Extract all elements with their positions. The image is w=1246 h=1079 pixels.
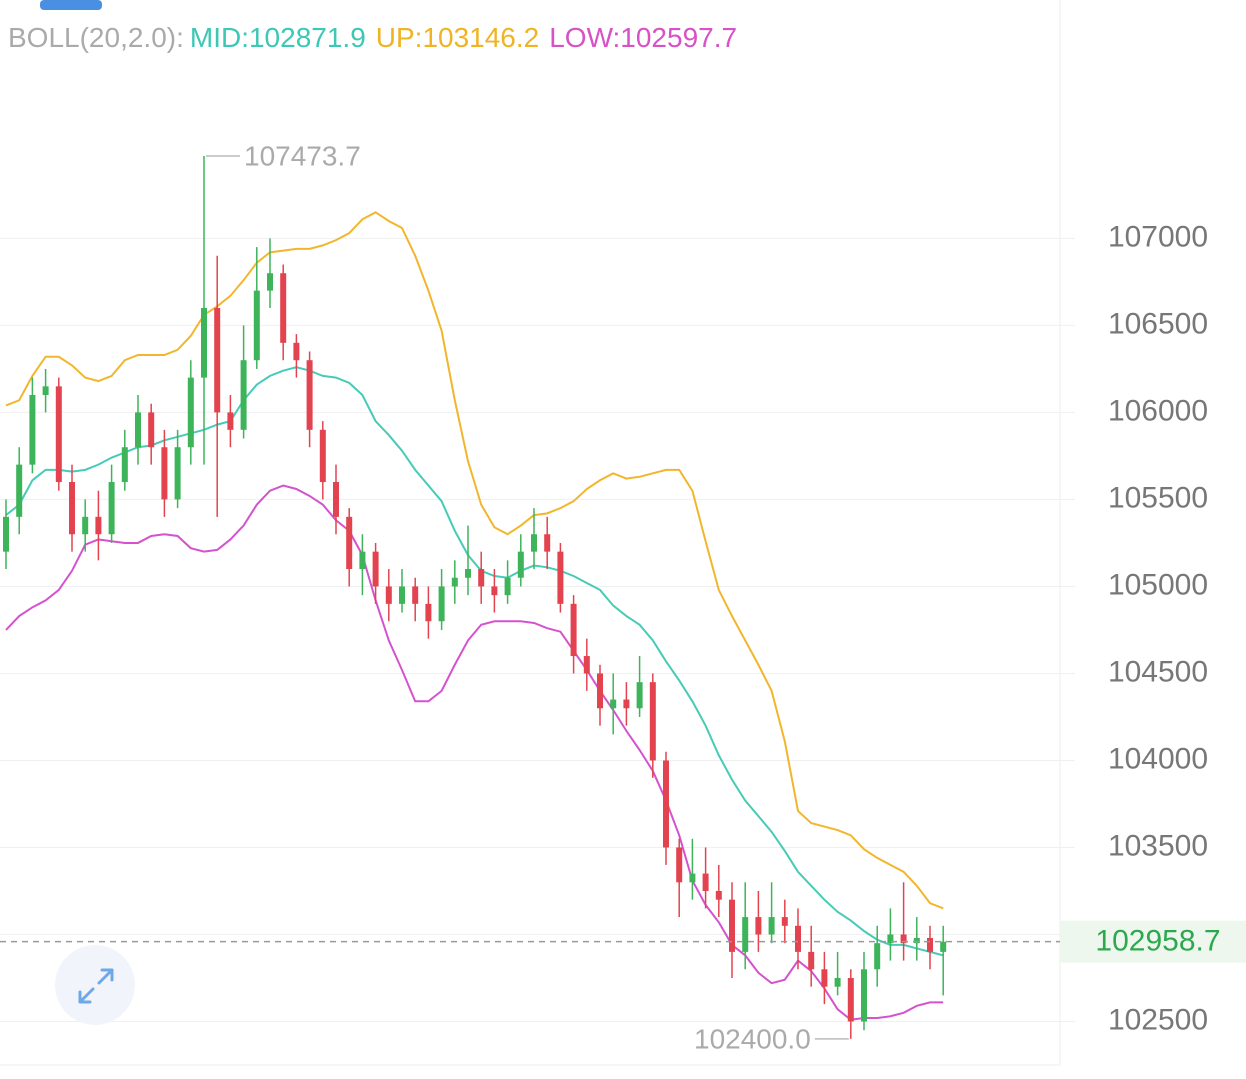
candle-body	[729, 899, 735, 952]
candle-body	[610, 699, 617, 709]
y-tick-label: 107000	[1108, 220, 1208, 253]
candle-body	[583, 656, 590, 674]
y-tick-label: 103500	[1108, 829, 1208, 862]
candle-body	[412, 586, 419, 604]
candle-body	[319, 429, 326, 483]
candle-body	[742, 917, 749, 952]
candle-body	[808, 951, 815, 970]
band-line	[5, 484, 944, 1021]
y-tick-label: 104500	[1108, 655, 1208, 688]
max-label: 107473.7	[244, 140, 361, 171]
legend-entry: UP:103146.2	[376, 22, 539, 53]
y-tick-label: 105500	[1108, 481, 1208, 514]
candle-body	[253, 290, 260, 361]
candle-body	[69, 482, 75, 535]
candle-body	[649, 682, 656, 761]
candle-body	[385, 586, 392, 604]
candle-body	[42, 386, 49, 396]
candle-body	[438, 586, 445, 622]
candle-body	[306, 360, 313, 430]
candle-body	[834, 977, 841, 987]
candle-body	[3, 516, 9, 552]
candle-body	[161, 447, 168, 500]
min-label: 102400.0	[694, 1023, 811, 1054]
candle-body	[874, 943, 881, 970]
band-line	[5, 211, 944, 910]
candle-body	[174, 447, 181, 500]
candle-body	[755, 917, 762, 935]
candle-body	[135, 412, 141, 448]
candle-body	[333, 482, 339, 517]
candle-body	[214, 308, 221, 413]
candle-body	[504, 577, 511, 596]
candle-body	[913, 937, 920, 944]
candle-body	[531, 534, 537, 552]
candle-body	[227, 412, 234, 430]
last-price-box	[1060, 920, 1246, 963]
candle-body	[346, 516, 353, 570]
candle-body	[267, 273, 273, 291]
candle-body	[702, 873, 709, 891]
candle-body	[293, 342, 300, 361]
y-tick-label: 102500	[1108, 1003, 1208, 1036]
candle-body	[451, 577, 458, 587]
candle-body	[121, 447, 128, 483]
y-tick-label: 106500	[1108, 307, 1208, 340]
candle-body	[663, 760, 669, 848]
candle-body	[82, 516, 89, 535]
last-price-label: 102958.7	[1095, 925, 1220, 958]
candle-body	[95, 516, 102, 535]
y-tick-label: 104000	[1108, 742, 1208, 775]
y-tick-label: 105000	[1108, 568, 1208, 601]
candle-body	[16, 464, 23, 517]
candle-body	[544, 534, 551, 552]
candle-body	[676, 847, 683, 883]
candle-body	[795, 925, 801, 952]
candle-body	[491, 586, 498, 596]
candle-body	[359, 551, 366, 570]
candle-body	[187, 377, 194, 448]
candle-body	[557, 551, 564, 604]
candle-body	[636, 682, 643, 709]
y-tick-label: 106000	[1108, 394, 1208, 427]
candle-body	[240, 360, 247, 430]
candle-body	[847, 977, 854, 1022]
candle-body	[478, 569, 485, 587]
candle-body	[399, 586, 405, 604]
candle-body	[623, 699, 630, 709]
candle-body	[517, 551, 524, 578]
candle-body	[715, 890, 722, 900]
candle-body	[372, 551, 379, 587]
grid	[0, 237, 1075, 1022]
candle-body	[570, 603, 577, 657]
candle-body	[280, 273, 287, 343]
candle-body	[861, 969, 867, 1022]
legend-entry: MID:102871.9	[190, 22, 366, 53]
indicator-label: BOLL(20,2.0):	[8, 22, 184, 53]
legend-entry: LOW:102597.7	[549, 22, 737, 53]
candle-body	[940, 941, 947, 952]
candle-body	[900, 934, 907, 944]
candle-body	[821, 969, 828, 987]
candle-body	[887, 934, 894, 944]
candle-body	[465, 569, 471, 578]
candle-body	[29, 395, 36, 465]
candle-body	[55, 386, 62, 483]
candle-body	[689, 873, 696, 883]
legend: BOLL(20,2.0): MID:102871.9 UP:103146.2 LOW:…	[8, 22, 737, 53]
candle-body	[597, 673, 603, 709]
candle-body	[768, 917, 775, 935]
expand-button[interactable]	[55, 945, 135, 1025]
candle-body	[425, 603, 432, 622]
band-line	[5, 366, 944, 957]
candle-body	[108, 482, 115, 535]
candle-body	[201, 308, 207, 378]
candle-body	[781, 917, 788, 926]
tab-indicator[interactable]	[40, 0, 102, 10]
candle-body	[148, 412, 155, 448]
candle-body	[927, 937, 933, 952]
